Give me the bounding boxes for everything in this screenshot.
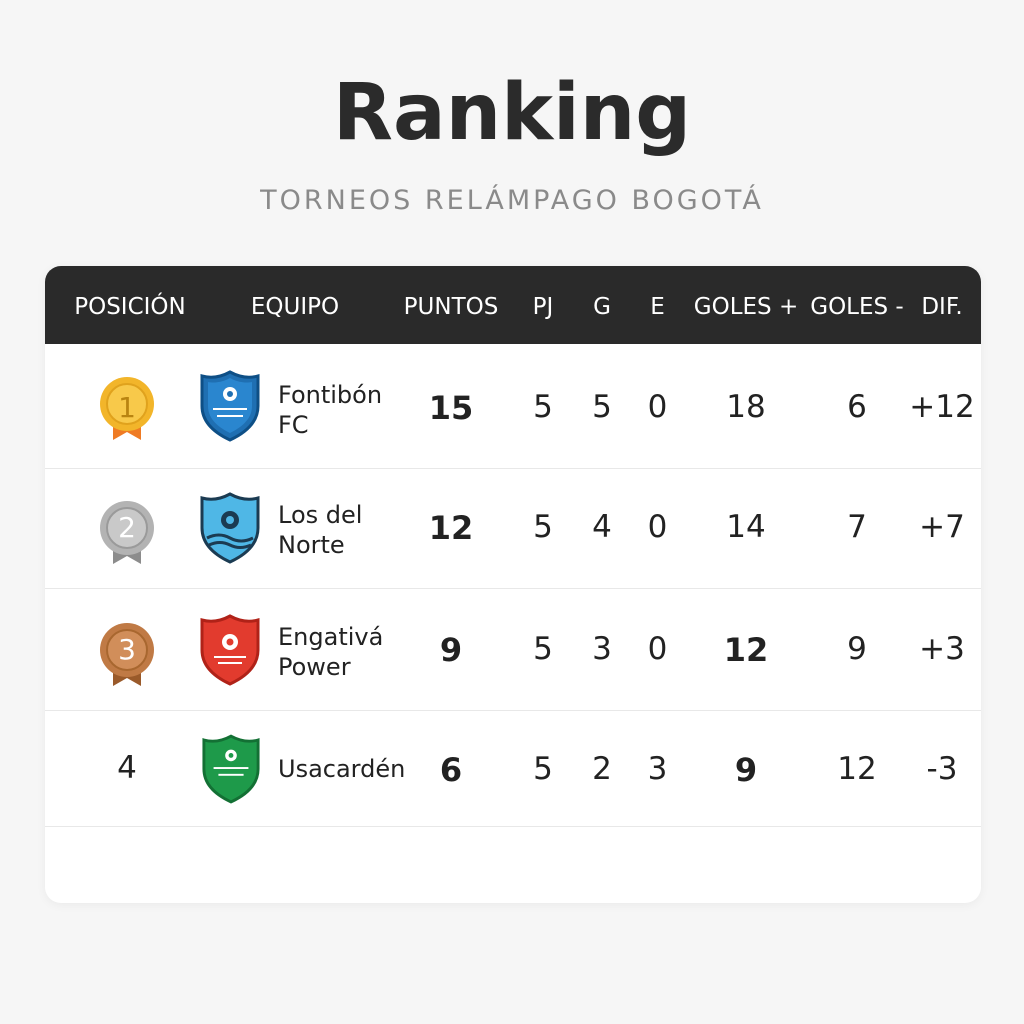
difference-value: +3 (919, 631, 965, 667)
goals-against-value: 7 (847, 509, 867, 545)
won-value: 2 (592, 751, 612, 787)
page-title: Ranking (332, 68, 692, 158)
page-subtitle: TORNEOS RELÁMPAGO BOGOTÁ (260, 185, 764, 216)
table-row[interactable]: 3 Engativá Power 9 5 3 0 12 9 +3 (45, 588, 981, 711)
team-name-line1: Fontibón (278, 381, 383, 409)
goals-against-value: 9 (847, 631, 867, 667)
team-name[interactable]: Usacardén (278, 754, 428, 784)
bronze-medal-icon (100, 623, 154, 686)
column-header-won[interactable]: G (593, 294, 611, 320)
goals-for-value: 14 (726, 509, 766, 545)
position-number: 1 (118, 391, 136, 424)
goals-against-value: 12 (837, 751, 877, 787)
played-value: 5 (533, 509, 553, 545)
blue-shield-crest-icon (200, 370, 260, 442)
column-header-difference[interactable]: DIF. (921, 294, 963, 320)
table-header: POSICIÓN EQUIPO PUNTOS PJ G E GOLES + GO… (45, 266, 981, 344)
silver-medal-icon (100, 501, 154, 564)
team-name[interactable]: Engativá Power (278, 622, 418, 682)
won-value: 5 (592, 389, 612, 425)
position-number: 4 (117, 750, 137, 786)
team-name-line2: Power (278, 653, 351, 681)
difference-value: -3 (926, 751, 958, 787)
column-header-played[interactable]: PJ (532, 294, 554, 320)
played-value: 5 (533, 389, 553, 425)
difference-value: +12 (909, 389, 975, 425)
gold-medal-icon (100, 377, 154, 440)
won-value: 3 (592, 631, 612, 667)
column-header-points[interactable]: PUNTOS (403, 294, 499, 320)
drawn-value: 3 (647, 751, 668, 787)
points-value: 6 (439, 751, 463, 789)
team-name[interactable]: Fontibón FC (278, 380, 408, 440)
team-name-line1: Los del (278, 501, 363, 529)
table-row[interactable]: 4 Usacardén 6 5 2 3 9 12 -3 (45, 710, 981, 827)
goals-against-value: 6 (847, 389, 867, 425)
team-name-line1: Engativá (278, 623, 384, 651)
table-row[interactable]: 2 Los del Norte 12 5 4 0 14 7 +7 (45, 468, 981, 589)
goals-for-value: 12 (723, 631, 769, 669)
green-shield-crest-icon (202, 734, 260, 804)
table-row[interactable]: 1 Fontibón FC 15 5 5 0 18 6 +12 (45, 344, 981, 469)
goals-for-value: 9 (734, 751, 758, 789)
ranking-table: POSICIÓN EQUIPO PUNTOS PJ G E GOLES + GO… (45, 266, 981, 903)
column-header-drawn[interactable]: E (650, 294, 665, 320)
goals-for-value: 18 (726, 389, 766, 425)
drawn-value: 0 (647, 509, 668, 545)
red-shield-crest-icon (200, 614, 260, 686)
played-value: 5 (533, 751, 553, 787)
won-value: 4 (592, 509, 612, 545)
position-number: 3 (118, 633, 136, 666)
position-number: 2 (118, 511, 136, 544)
column-header-team[interactable]: EQUIPO (250, 294, 340, 320)
team-name-line1: Usacardén (278, 755, 406, 783)
played-value: 5 (533, 631, 553, 667)
points-value: 12 (428, 509, 474, 547)
drawn-value: 0 (647, 389, 668, 425)
column-header-position[interactable]: POSICIÓN (74, 294, 186, 320)
team-name-line2: FC (278, 411, 309, 439)
difference-value: +7 (919, 509, 965, 545)
light-blue-shield-crest-icon (200, 492, 260, 564)
column-header-goals-for[interactable]: GOLES + (693, 294, 799, 320)
drawn-value: 0 (647, 631, 668, 667)
team-name[interactable]: Los del Norte (278, 500, 408, 560)
points-value: 15 (428, 389, 474, 427)
column-header-goals-against[interactable]: GOLES - (810, 294, 904, 320)
points-value: 9 (439, 631, 463, 669)
team-name-line2: Norte (278, 531, 345, 559)
